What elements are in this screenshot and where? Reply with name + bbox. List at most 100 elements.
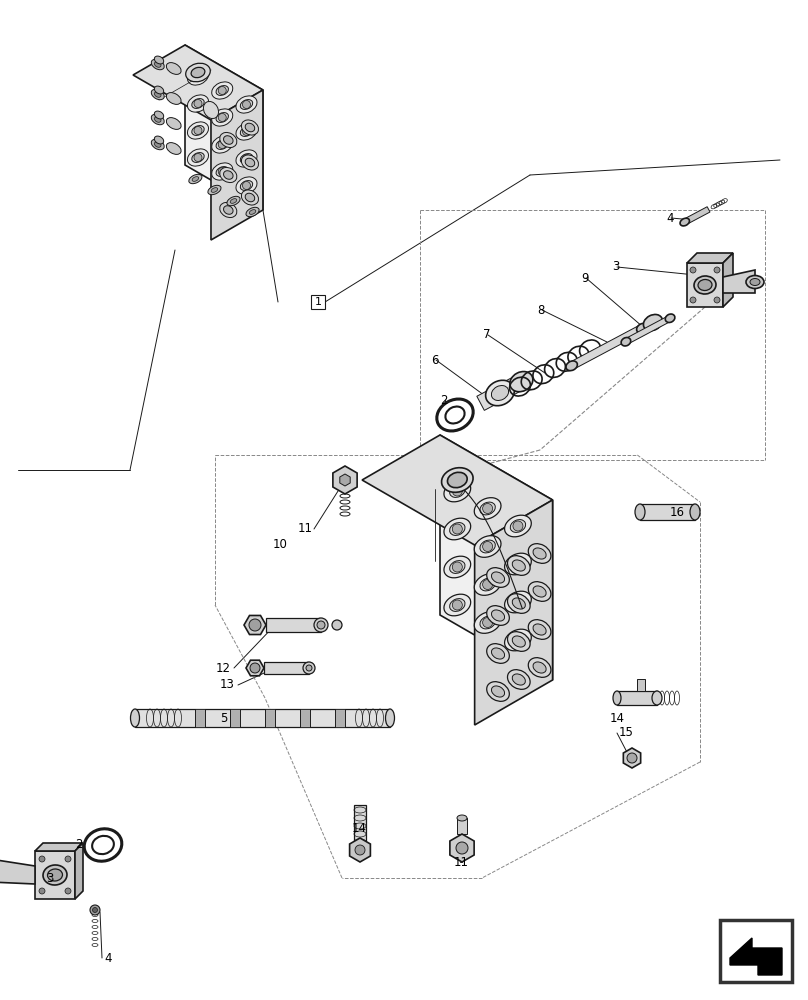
Ellipse shape xyxy=(187,68,208,85)
Ellipse shape xyxy=(486,682,509,701)
Circle shape xyxy=(452,600,462,610)
Ellipse shape xyxy=(491,386,508,400)
Ellipse shape xyxy=(486,644,509,663)
Ellipse shape xyxy=(224,206,233,214)
Circle shape xyxy=(513,559,523,569)
Bar xyxy=(195,709,205,727)
Ellipse shape xyxy=(191,153,204,162)
Ellipse shape xyxy=(449,561,465,573)
Circle shape xyxy=(194,153,202,161)
Circle shape xyxy=(456,842,468,854)
Text: 5: 5 xyxy=(220,712,227,724)
Ellipse shape xyxy=(441,468,473,492)
Ellipse shape xyxy=(216,167,229,176)
Ellipse shape xyxy=(245,123,255,132)
Polygon shape xyxy=(474,500,553,725)
Bar xyxy=(265,709,275,727)
Circle shape xyxy=(482,580,493,589)
Ellipse shape xyxy=(504,629,532,651)
Polygon shape xyxy=(723,270,755,293)
Ellipse shape xyxy=(680,218,689,226)
Polygon shape xyxy=(440,435,553,680)
Text: 4: 4 xyxy=(666,212,674,225)
Ellipse shape xyxy=(154,136,164,144)
Ellipse shape xyxy=(385,709,394,727)
Ellipse shape xyxy=(240,181,253,190)
Ellipse shape xyxy=(204,101,218,119)
Polygon shape xyxy=(333,466,357,494)
Ellipse shape xyxy=(189,174,202,184)
Polygon shape xyxy=(625,316,671,344)
Circle shape xyxy=(242,127,250,135)
Circle shape xyxy=(242,182,250,190)
Circle shape xyxy=(452,486,462,496)
Text: 8: 8 xyxy=(537,304,545,316)
Circle shape xyxy=(690,267,696,273)
Ellipse shape xyxy=(637,323,648,333)
Bar xyxy=(617,691,657,705)
Ellipse shape xyxy=(444,518,471,540)
Bar xyxy=(266,618,321,632)
Ellipse shape xyxy=(187,122,208,139)
Ellipse shape xyxy=(444,556,471,578)
Text: 15: 15 xyxy=(619,726,633,740)
Ellipse shape xyxy=(486,380,515,406)
Circle shape xyxy=(627,753,637,763)
Circle shape xyxy=(194,73,202,81)
Ellipse shape xyxy=(480,540,495,553)
Ellipse shape xyxy=(528,620,551,639)
Polygon shape xyxy=(350,838,370,862)
Circle shape xyxy=(249,619,261,631)
Polygon shape xyxy=(687,263,723,307)
Ellipse shape xyxy=(187,95,208,112)
Bar xyxy=(311,295,325,309)
Ellipse shape xyxy=(444,480,471,502)
Ellipse shape xyxy=(154,142,161,147)
Text: 2: 2 xyxy=(75,838,82,852)
Ellipse shape xyxy=(507,632,530,651)
Bar xyxy=(637,679,645,691)
Ellipse shape xyxy=(746,275,764,288)
Text: 10: 10 xyxy=(273,538,288,550)
Ellipse shape xyxy=(154,111,164,119)
Polygon shape xyxy=(133,45,263,120)
Polygon shape xyxy=(477,376,524,410)
Ellipse shape xyxy=(444,594,471,616)
Bar xyxy=(135,709,390,727)
Polygon shape xyxy=(185,45,263,210)
Ellipse shape xyxy=(154,86,164,94)
Ellipse shape xyxy=(533,624,546,635)
Ellipse shape xyxy=(504,591,532,613)
Circle shape xyxy=(90,905,100,915)
Polygon shape xyxy=(623,748,641,768)
Ellipse shape xyxy=(187,149,208,166)
Ellipse shape xyxy=(511,520,526,532)
Ellipse shape xyxy=(635,504,645,520)
Polygon shape xyxy=(450,834,474,862)
Ellipse shape xyxy=(533,586,546,597)
Circle shape xyxy=(452,524,462,534)
Circle shape xyxy=(194,100,202,107)
Ellipse shape xyxy=(504,515,532,537)
Circle shape xyxy=(194,126,202,134)
Circle shape xyxy=(218,113,226,121)
Bar xyxy=(300,709,310,727)
Ellipse shape xyxy=(332,620,342,630)
Polygon shape xyxy=(362,435,553,545)
Ellipse shape xyxy=(474,536,501,557)
Circle shape xyxy=(39,856,45,862)
Ellipse shape xyxy=(245,193,255,202)
Ellipse shape xyxy=(533,662,546,673)
Ellipse shape xyxy=(236,150,257,167)
Ellipse shape xyxy=(166,143,181,154)
Polygon shape xyxy=(211,90,263,240)
Polygon shape xyxy=(723,253,733,307)
Circle shape xyxy=(513,597,523,607)
Ellipse shape xyxy=(457,815,467,821)
Ellipse shape xyxy=(43,865,67,885)
Ellipse shape xyxy=(449,485,465,497)
Ellipse shape xyxy=(511,558,526,570)
Ellipse shape xyxy=(512,674,525,685)
Ellipse shape xyxy=(84,829,122,861)
Ellipse shape xyxy=(242,190,259,205)
